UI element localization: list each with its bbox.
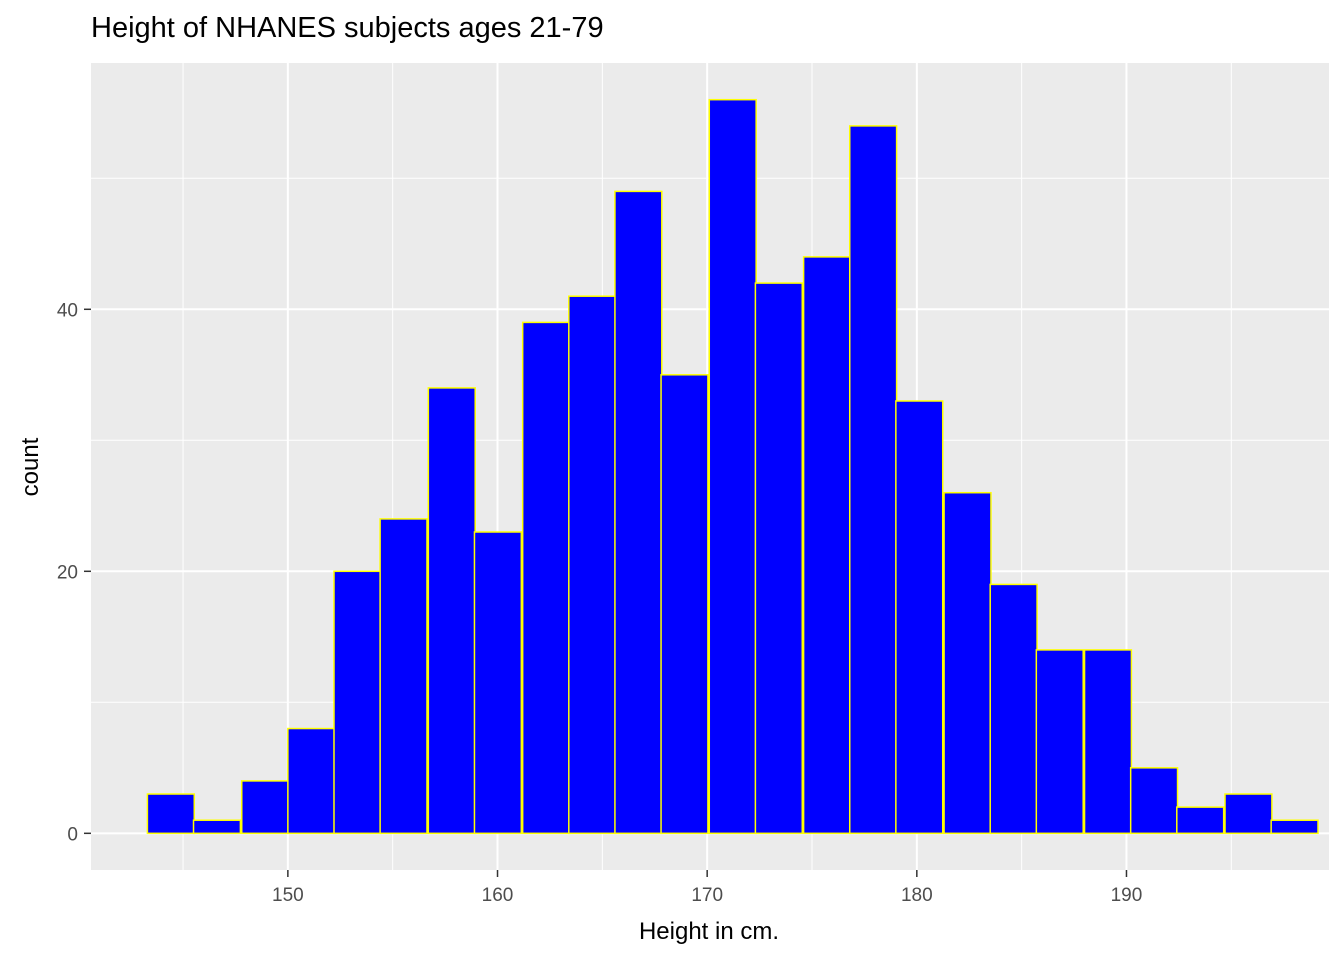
y-tick-label: 20: [57, 562, 78, 583]
x-tick-label: 180: [901, 885, 933, 906]
histogram-bar: [754, 282, 804, 835]
y-tick-label: 40: [57, 300, 78, 321]
histogram-bar: [1224, 793, 1273, 835]
histogram-bar: [568, 295, 617, 835]
histogram-bar: [146, 793, 196, 835]
x-axis-title: Height in cm.: [639, 918, 779, 945]
y-axis: 0 20 40: [57, 300, 91, 845]
histogram-bar: [192, 819, 242, 835]
histogram-bar: [1035, 649, 1084, 835]
histogram-bar: [473, 531, 523, 835]
histogram-bar: [1129, 767, 1179, 835]
histogram-bar: [379, 518, 428, 835]
histogram-bar: [1176, 806, 1225, 835]
histogram-bar: [943, 491, 992, 835]
histogram-bar: [614, 190, 663, 835]
x-axis: 150 160 170 180 190: [272, 870, 1142, 906]
histogram-bar: [521, 321, 571, 835]
x-tick-label: 160: [482, 885, 514, 906]
y-tick-label: 0: [67, 824, 78, 845]
histogram-bar: [1083, 649, 1133, 835]
histogram-bar: [895, 400, 944, 835]
histogram-bar: [660, 374, 709, 835]
y-axis-title: count: [17, 437, 44, 496]
histogram-bar: [333, 570, 382, 835]
histogram-bar: [427, 387, 476, 835]
histogram-bar: [848, 125, 898, 835]
histogram-bar: [1270, 819, 1319, 835]
histogram-bar: [708, 98, 757, 835]
histogram-bar: [240, 780, 290, 835]
x-tick-label: 190: [1111, 885, 1143, 906]
x-tick-label: 150: [272, 885, 304, 906]
chart-title: Height of NHANES subjects ages 21-79: [91, 12, 604, 44]
histogram-bar: [287, 727, 336, 835]
histogram-bar: [989, 583, 1038, 835]
histogram-bars: [146, 98, 1319, 835]
x-tick-label: 170: [691, 885, 723, 906]
histogram-bar: [802, 256, 852, 835]
